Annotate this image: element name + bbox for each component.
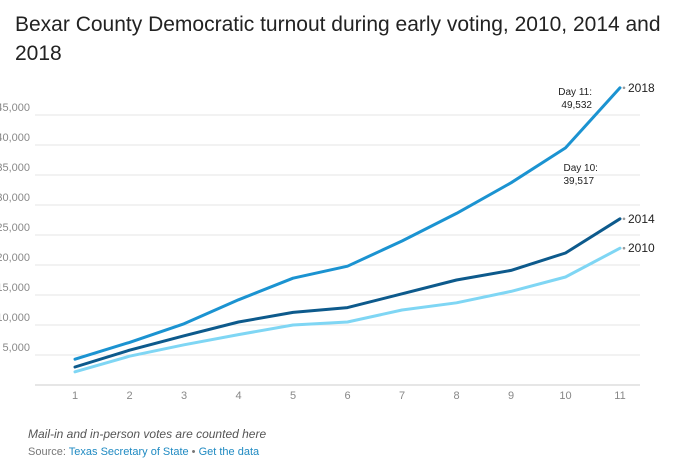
x-tick-label: 1: [72, 390, 78, 402]
y-tick-label: 5,000: [2, 342, 30, 354]
y-tick-label: 35,000: [0, 162, 30, 174]
annotation-day10-value: 39,517: [564, 176, 595, 187]
series-label-dot: [622, 86, 626, 90]
y-tick-label: 10,000: [0, 312, 30, 324]
series-label-dot: [622, 246, 626, 250]
x-tick-label: 3: [181, 390, 187, 402]
series-line-2010: [73, 246, 622, 374]
x-tick-label: 7: [399, 390, 405, 402]
annotation-day11-value: 49,532: [561, 100, 592, 111]
x-tick-label: 9: [508, 390, 514, 402]
x-tick-label: 10: [559, 390, 571, 402]
chart-title: Bexar County Democratic turnout during e…: [15, 13, 661, 65]
get-data-link[interactable]: Get the data: [198, 446, 260, 458]
series-label-2010: 2010: [628, 241, 655, 255]
x-tick-label: 6: [344, 390, 350, 402]
y-tick-label: 25,000: [0, 222, 30, 234]
chart-note: Mail-in and in-person votes are counted …: [28, 427, 267, 441]
x-tick-label: 8: [453, 390, 459, 402]
source-link[interactable]: Texas Secretary of State: [68, 446, 189, 458]
annotation-day11-label: Day 11:: [558, 87, 592, 98]
annotation-day10-label: Day 10:: [564, 163, 598, 174]
x-tick-label: 2: [126, 390, 132, 402]
x-tick-label: 5: [290, 390, 296, 402]
source-separator: •: [188, 446, 199, 458]
source-prefix: Source:: [28, 446, 69, 458]
series-label-2018: 2018: [628, 81, 655, 95]
y-tick-label: 15,000: [0, 282, 30, 294]
y-tick-label: 30,000: [0, 192, 30, 204]
series-line-2018: [73, 86, 622, 361]
x-tick-label: 4: [235, 390, 241, 402]
series-line-2014: [73, 217, 622, 369]
series-label-2014: 2014: [628, 212, 655, 226]
y-tick-label: 40,000: [0, 132, 30, 144]
series-label-dot: [622, 217, 626, 221]
x-tick-label: 11: [614, 390, 625, 402]
source-line: Source: Texas Secretary of State • Get t…: [28, 446, 259, 458]
y-tick-label: 20,000: [0, 252, 30, 264]
y-tick-label: 45,000: [0, 102, 30, 114]
